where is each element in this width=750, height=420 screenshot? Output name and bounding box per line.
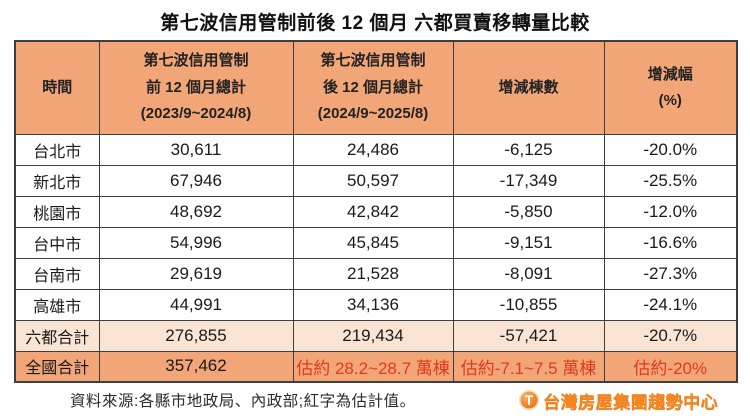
- table-cell: 276,855: [98, 319, 294, 352]
- table-cell: 219,434: [292, 319, 454, 352]
- table-row: 六都合計 276,855 219,434 -57,421 -20.7%: [14, 319, 738, 352]
- row-label: 高雄市: [14, 288, 100, 321]
- table-cell: 44,991: [98, 288, 294, 321]
- comparison-table: 時間 第七波信用管制 前 12 個月總計 (2023/9~2024/8) 第七波…: [14, 40, 738, 383]
- table-cell: 42,842: [292, 195, 454, 228]
- table-cell: 估約-7.1~7.5 萬棟: [452, 350, 605, 383]
- table-cell: -6,125: [452, 133, 605, 166]
- table-cell: -8,091: [452, 257, 605, 290]
- table-cell: 34,136: [292, 288, 454, 321]
- table-cell: -12.0%: [603, 195, 738, 228]
- table-cell: 21,528: [292, 257, 454, 290]
- row-label: 桃園市: [14, 195, 100, 228]
- row-label: 台南市: [14, 257, 100, 290]
- table-row: 高雄市 44,991 34,136 -10,855 -24.1%: [14, 288, 738, 321]
- table-cell: 67,946: [98, 164, 294, 197]
- brand-logo: T 台灣房屋集團趨勢中心: [519, 388, 718, 413]
- brand-logo-text: 台灣房屋集團趨勢中心: [543, 392, 718, 412]
- table-cell: -57,421: [452, 319, 605, 352]
- table-cell: 24,486: [292, 133, 454, 166]
- table-cell: 估約-20%: [603, 350, 738, 383]
- header-row: 時間 第七波信用管制 前 12 個月總計 (2023/9~2024/8) 第七波…: [14, 40, 738, 135]
- table-cell: 357,462: [98, 350, 294, 383]
- table-cell: -9,151: [452, 226, 605, 259]
- table-cell: 估約 28.2~28.7 萬棟: [292, 350, 454, 383]
- table-row: 台北市 30,611 24,486 -6,125 -20.0%: [14, 133, 738, 166]
- table-cell: -20.0%: [603, 133, 738, 166]
- row-label: 台北市: [14, 133, 100, 166]
- header-diff-percent: 增減幅 (%): [603, 40, 738, 135]
- table-cell: 54,996: [98, 226, 294, 259]
- table-row: 全國合計 357,462 估約 28.2~28.7 萬棟 估約-7.1~7.5 萬棟估…: [14, 350, 738, 383]
- table-row: 桃園市 48,692 42,842 -5,850 -12.0%: [14, 195, 738, 228]
- table-cell: 30,611: [98, 133, 294, 166]
- header-diff-units: 增減棟數: [452, 40, 605, 135]
- row-label: 台中市: [14, 226, 100, 259]
- table-header: 時間 第七波信用管制 前 12 個月總計 (2023/9~2024/8) 第七波…: [14, 40, 738, 135]
- header-time: 時間: [14, 40, 100, 135]
- table-cell: -27.3%: [603, 257, 738, 290]
- taiwan-housing-logo-icon: T: [519, 390, 539, 410]
- table-cell: -25.5%: [603, 164, 738, 197]
- table-cell: -5,850: [452, 195, 605, 228]
- header-before-total: 第七波信用管制 前 12 個月總計 (2023/9~2024/8): [98, 40, 294, 135]
- footer: 資料來源:各縣市地政局、內政部;紅字為估計值。 T 台灣房屋集團趨勢中心: [0, 387, 750, 413]
- table-row: 台中市 54,996 45,845 -9,151 -16.6%: [14, 226, 738, 259]
- table-cell: -17,349: [452, 164, 605, 197]
- header-after-total: 第七波信用管制 後 12 個月總計 (2024/9~2025/8): [292, 40, 454, 135]
- row-label: 六都合計: [14, 319, 100, 352]
- table-cell: 29,619: [98, 257, 294, 290]
- table-row: 新北市 67,946 50,597 -17,349 -25.5%: [14, 164, 738, 197]
- table-cell: -16.6%: [603, 226, 738, 259]
- row-label: 全國合計: [14, 350, 100, 383]
- row-label: 新北市: [14, 164, 100, 197]
- table-cell: 45,845: [292, 226, 454, 259]
- table-cell: -10,855: [452, 288, 605, 321]
- data-source-note: 資料來源:各縣市地政局、內政部;紅字為估計值。: [70, 393, 416, 410]
- table-row: 台南市 29,619 21,528 -8,091 -27.3%: [14, 257, 738, 290]
- table-cell: -20.7%: [603, 319, 738, 352]
- table-cell: 48,692: [98, 195, 294, 228]
- table-cell: 50,597: [292, 164, 454, 197]
- page-title: 第七波信用管制前後 12 個月 六都買賣移轉量比較: [160, 13, 590, 34]
- table-body: 台北市 30,611 24,486 -6,125 -20.0% 新北市 67,946 50,5…: [14, 133, 738, 383]
- table-cell: -24.1%: [603, 288, 738, 321]
